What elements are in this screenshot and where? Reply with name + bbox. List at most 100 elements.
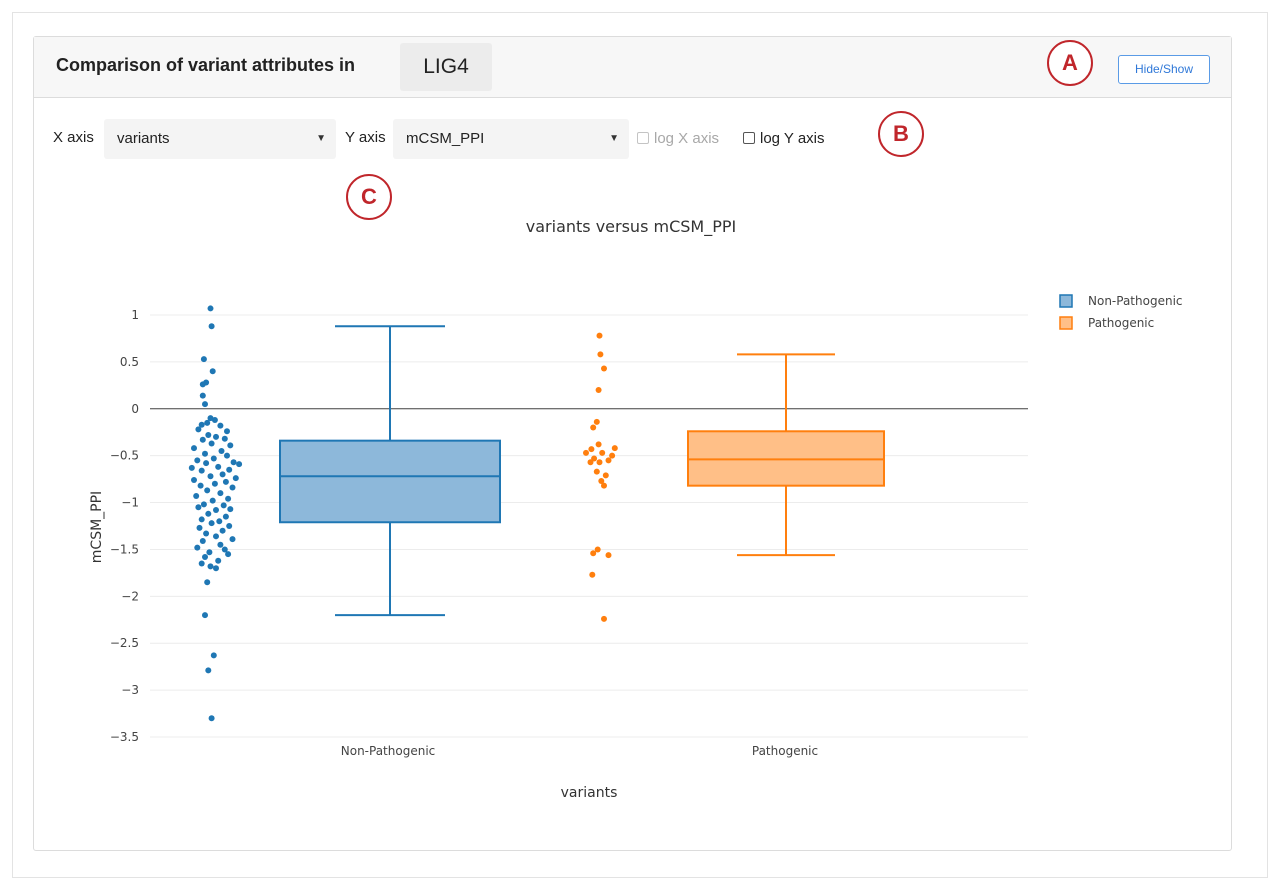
non-pathogenic-data-point xyxy=(215,463,222,470)
non-pathogenic-data-point xyxy=(208,520,215,527)
y-tick-label: −2.5 xyxy=(110,636,139,650)
non-pathogenic-data-point xyxy=(199,436,206,443)
non-pathogenic-data-point xyxy=(194,457,201,464)
non-pathogenic-data-point xyxy=(207,563,214,570)
pathogenic-data-point xyxy=(593,418,600,425)
pathogenic-data-point xyxy=(588,446,595,453)
comparison-panel: Comparison of variant attributes in LIG4… xyxy=(33,36,1232,851)
non-pathogenic-data-point xyxy=(213,507,219,514)
non-pathogenic-data-point xyxy=(188,464,195,471)
x-tick-label: Pathogenic xyxy=(752,744,818,758)
annotation-marker-a: A xyxy=(1047,40,1093,86)
non-pathogenic-data-point xyxy=(198,421,205,428)
non-pathogenic-data-point xyxy=(200,501,207,508)
chart-title: variants versus mCSM_PPI xyxy=(526,217,736,237)
legend-label-non-pathogenic: Non-Pathogenic xyxy=(1088,294,1183,308)
non-pathogenic-data-point xyxy=(217,490,224,497)
non-pathogenic-data-point xyxy=(224,428,230,435)
non-pathogenic-data-point xyxy=(204,579,211,586)
chevron-down-icon: ▼ xyxy=(609,133,619,144)
y-tick-label: 0.5 xyxy=(120,355,139,369)
non-pathogenic-data-point xyxy=(202,401,208,408)
non-pathogenic-data-point xyxy=(225,495,232,502)
log-x-axis-checkbox[interactable]: log X axis xyxy=(637,129,719,149)
non-pathogenic-data-point xyxy=(193,492,200,499)
non-pathogenic-data-point xyxy=(205,667,212,674)
chevron-down-icon: ▼ xyxy=(316,133,326,144)
pathogenic-data-point xyxy=(605,457,612,464)
pathogenic-data-point xyxy=(597,351,604,358)
non-pathogenic-data-point xyxy=(222,513,229,520)
hide-show-button[interactable]: Hide/Show xyxy=(1118,55,1210,84)
legend-label-pathogenic: Pathogenic xyxy=(1088,316,1154,330)
non-pathogenic-data-point xyxy=(200,356,207,363)
non-pathogenic-data-point xyxy=(191,477,197,484)
pathogenic-data-point xyxy=(595,441,602,448)
non-pathogenic-data-point xyxy=(217,422,224,429)
non-pathogenic-data-point xyxy=(210,455,217,462)
y-tick-label: −1.5 xyxy=(110,542,139,556)
pathogenic-data-point xyxy=(602,472,609,479)
non-pathogenic-data-point xyxy=(211,417,218,424)
non-pathogenic-data-point xyxy=(213,565,219,572)
non-pathogenic-data-point xyxy=(226,523,233,529)
y-axis-select[interactable]: mCSM_PPI ▼ xyxy=(393,119,629,159)
non-pathogenic-data-point xyxy=(196,524,203,531)
non-pathogenic-data-point xyxy=(205,510,212,517)
non-pathogenic-data-point xyxy=(224,452,230,459)
non-pathogenic-data-point xyxy=(229,484,236,491)
non-pathogenic-data-point xyxy=(206,549,213,556)
checkbox-icon xyxy=(743,132,755,144)
non-pathogenic-data-point xyxy=(199,381,206,388)
y-tick-label: −1 xyxy=(121,496,139,510)
pathogenic-data-point xyxy=(583,449,589,456)
pathogenic-data-point xyxy=(594,546,601,553)
pathogenic-data-point xyxy=(596,332,603,339)
non-pathogenic-data-point xyxy=(197,482,204,489)
panel-title: Comparison of variant attributes in xyxy=(56,55,356,75)
non-pathogenic-data-point xyxy=(195,426,202,433)
x-axis-label: X axis xyxy=(53,129,94,146)
non-pathogenic-data-point xyxy=(208,715,215,722)
pathogenic-data-point xyxy=(599,449,606,456)
pathogenic-data-point xyxy=(605,552,612,559)
non-pathogenic-data-point xyxy=(198,467,205,474)
non-pathogenic-data-point xyxy=(208,323,215,330)
non-pathogenic-data-point xyxy=(198,560,205,567)
non-pathogenic-data-point xyxy=(226,466,233,473)
non-pathogenic-data-point xyxy=(213,533,219,540)
pathogenic-data-point xyxy=(601,615,607,622)
non-pathogenic-data-point xyxy=(209,368,216,375)
non-pathogenic-data-point xyxy=(204,487,211,494)
non-pathogenic-data-point xyxy=(215,557,222,564)
non-pathogenic-data-point xyxy=(227,442,234,449)
non-pathogenic-data-point xyxy=(216,518,223,525)
legend-swatch-non-pathogenic xyxy=(1059,294,1073,308)
non-pathogenic-data-point xyxy=(207,305,214,312)
non-pathogenic-data-point xyxy=(221,435,228,442)
pathogenic-data-point xyxy=(595,387,602,394)
non-pathogenic-data-point xyxy=(211,480,218,487)
pathogenic-data-point xyxy=(587,459,594,466)
pathogenic-data-point xyxy=(590,550,597,557)
x-axis-select[interactable]: variants ▼ xyxy=(104,119,336,159)
pathogenic-data-point xyxy=(601,482,607,489)
gene-name-badge: LIG4 xyxy=(400,43,492,91)
legend-swatch-pathogenic xyxy=(1059,316,1073,330)
non-pathogenic-data-point xyxy=(229,536,236,543)
x-tick-label: Non-Pathogenic xyxy=(341,744,436,758)
non-pathogenic-data-point xyxy=(213,433,219,440)
non-pathogenic-data-point xyxy=(236,461,243,468)
non-pathogenic-data-point xyxy=(191,445,197,452)
log-y-axis-checkbox[interactable]: log Y axis xyxy=(743,129,825,149)
y-tick-label: −3 xyxy=(121,683,139,697)
panel-header: Comparison of variant attributes in LIG4… xyxy=(34,37,1231,98)
non-pathogenic-data-point xyxy=(202,450,208,457)
non-pathogenic-data-point xyxy=(208,440,215,447)
y-tick-label: 1 xyxy=(131,308,139,322)
pathogenic-data-point xyxy=(589,571,596,578)
y-tick-label: −0.5 xyxy=(110,449,139,463)
non-pathogenic-data-point xyxy=(210,652,217,659)
pathogenic-data-point xyxy=(601,365,607,372)
